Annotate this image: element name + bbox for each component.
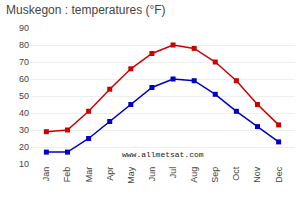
svg-text:Jul: Jul [168,167,178,179]
svg-text:Apr: Apr [105,167,115,181]
svg-text:Feb: Feb [62,167,72,183]
svg-text:Jan: Jan [41,167,51,182]
svg-text:90: 90 [19,23,29,33]
svg-text:80: 80 [19,40,29,50]
svg-text:70: 70 [19,57,29,67]
svg-text:60: 60 [19,74,29,84]
svg-text:May: May [126,166,136,184]
svg-text:20: 20 [19,142,29,152]
svg-text:www.allmetsat.com: www.allmetsat.com [122,150,204,159]
svg-text:Jun: Jun [147,167,157,182]
svg-text:40: 40 [19,108,29,118]
svg-text:Mar: Mar [84,167,94,183]
svg-text:30: 30 [19,125,29,135]
svg-text:50: 50 [19,91,29,101]
svg-text:Dec: Dec [274,166,284,183]
svg-text:Sep: Sep [210,167,220,183]
svg-text:Oct: Oct [231,166,241,181]
svg-text:10: 10 [19,159,29,169]
svg-text:Nov: Nov [252,166,262,183]
svg-text:Aug: Aug [189,167,199,183]
svg-text:Muskegon : temperatures (°F): Muskegon : temperatures (°F) [6,3,166,17]
